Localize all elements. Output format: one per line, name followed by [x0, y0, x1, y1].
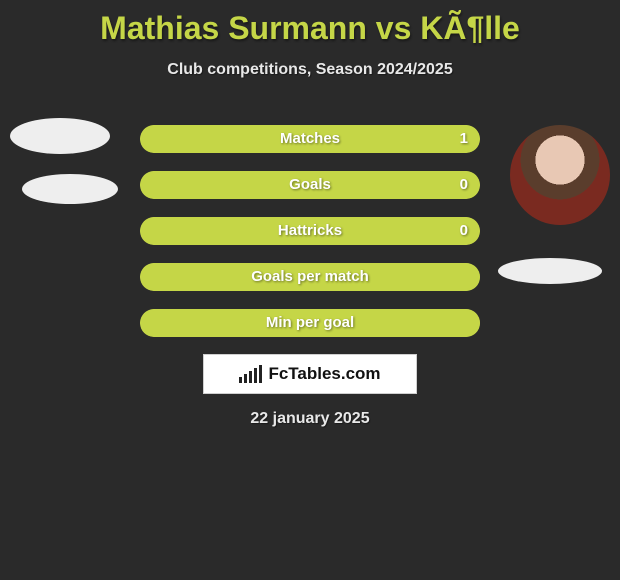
stat-row: Goals per match — [140, 263, 480, 291]
stat-row: Min per goal — [140, 309, 480, 337]
bar-icon-segment — [244, 374, 247, 383]
logo-text: FcTables.com — [268, 364, 380, 384]
player-right-avatar — [510, 125, 610, 225]
bar-icon-segment — [254, 368, 257, 383]
stat-label: Goals per match — [140, 263, 480, 291]
date-label: 22 january 2025 — [0, 410, 620, 428]
fctables-logo[interactable]: FcTables.com — [203, 354, 417, 394]
bar-chart-icon — [239, 365, 262, 383]
bar-icon-segment — [249, 371, 252, 383]
page-subtitle: Club competitions, Season 2024/2025 — [0, 61, 620, 79]
stats-panel: Matches1Goals0Hattricks0Goals per matchM… — [140, 125, 480, 355]
stat-label: Hattricks — [140, 217, 480, 245]
player-left-placeholder-2 — [22, 174, 118, 204]
stat-label: Matches — [140, 125, 480, 153]
bar-icon-segment — [259, 365, 262, 383]
stat-value-right: 1 — [460, 125, 468, 153]
player-right-placeholder — [498, 258, 602, 284]
stat-value-right: 0 — [460, 217, 468, 245]
player-left-placeholder — [10, 118, 110, 154]
page-title: Mathias Surmann vs KÃ¶lle — [0, 0, 620, 47]
stat-row: Hattricks0 — [140, 217, 480, 245]
stat-row: Matches1 — [140, 125, 480, 153]
stat-label: Goals — [140, 171, 480, 199]
stat-value-right: 0 — [460, 171, 468, 199]
stat-label: Min per goal — [140, 309, 480, 337]
stat-row: Goals0 — [140, 171, 480, 199]
bar-icon-segment — [239, 377, 242, 383]
